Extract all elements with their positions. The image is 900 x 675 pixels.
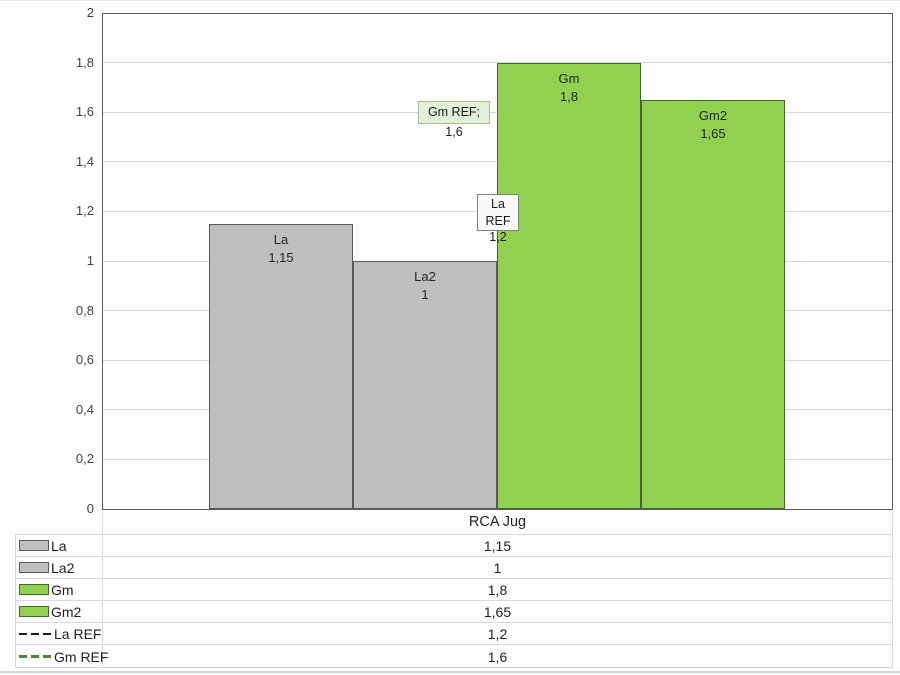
la-ref-name: La REF	[485, 197, 511, 228]
y-axis-tick-label: 0,4	[75, 401, 94, 417]
table-value-la-ref: 1,2	[103, 623, 892, 646]
table-value-la: 1,15	[103, 535, 892, 558]
chart-data-table: La 1,15 La2 1 Gm 1,8 Gm2 1,65 La REF 1,2…	[15, 534, 893, 668]
gridline	[103, 62, 892, 64]
la-ref-value: 1,2	[489, 230, 507, 244]
legend-label: La2	[51, 559, 75, 576]
y-axis-tick-label: 1,4	[75, 153, 94, 169]
x-axis-category-label: RCA Jug	[102, 510, 893, 534]
bar-la2: La2 1	[353, 261, 497, 509]
legend-item-gm-ref: Gm REF	[16, 645, 108, 668]
legend-item-la: La	[16, 535, 103, 558]
bar-gm-label: Gm 1,8	[498, 64, 640, 105]
y-axis: 2 1,8 1,6 1,4 1,2 1 0,8 0,6 0,4 0,2 0	[0, 5, 94, 516]
table-value-la2: 1	[103, 557, 892, 580]
chart-top-border	[0, 0, 900, 1]
plot-area: La 1,15 La2 1 Gm 1,8 Gm2 1,65	[102, 13, 893, 510]
gm-ref-data-label: Gm REF; 1,6	[418, 101, 490, 139]
legend-label: Gm REF	[54, 648, 109, 665]
table-value-gm-ref: 1,6	[487, 648, 508, 665]
legend-item-gm: Gm	[16, 579, 103, 602]
black-dashed-line-legend-key-icon	[19, 632, 52, 636]
legend-label: La	[51, 537, 67, 554]
green-bar-legend-key-icon	[19, 606, 49, 618]
y-axis-tick-label: 1,8	[75, 54, 94, 70]
y-axis-tick-label: 0,8	[75, 302, 94, 318]
y-axis-tick-label: 0	[86, 501, 94, 516]
gray-bar-legend-key-icon	[19, 540, 49, 552]
y-axis-tick-label: 0,6	[75, 352, 94, 368]
legend-label: La REF	[54, 625, 102, 642]
bar-gm-series-name: Gm	[558, 71, 580, 86]
chart-bottom-border	[0, 671, 900, 673]
green-bar-legend-key-icon	[19, 584, 49, 596]
y-axis-tick-label: 0,2	[75, 451, 94, 467]
bar-gm: Gm 1,8	[497, 63, 641, 509]
bar-la2-label: La2 1	[354, 262, 496, 303]
bar-gm2-label: Gm2 1,65	[642, 101, 784, 142]
legend-item-la2: La2	[16, 557, 103, 580]
bar-la-value: 1,15	[268, 249, 294, 265]
bar-la2-value: 1	[421, 286, 429, 302]
y-axis-tick-label: 1,2	[75, 203, 94, 219]
bar-la-label: La 1,15	[210, 225, 352, 266]
bar-gm2: Gm2 1,65	[641, 100, 785, 509]
la-ref-data-label: La REF 1,2	[477, 194, 519, 244]
table-value-gm: 1,8	[103, 579, 892, 602]
bar-la: La 1,15	[209, 224, 353, 509]
bar-gm-value: 1,8	[559, 88, 579, 104]
bar-gm2-value: 1,65	[700, 125, 726, 141]
y-axis-tick-label: 2	[86, 5, 94, 20]
bar-la2-series-name: La2	[414, 269, 436, 284]
legend-label: Gm	[51, 581, 74, 598]
legend-item-gm2: Gm2	[16, 601, 103, 624]
y-axis-tick-label: 1,6	[75, 104, 94, 120]
gray-bar-legend-key-icon	[19, 562, 49, 574]
bar-la-series-name: La	[273, 232, 289, 247]
y-axis-tick-label: 1	[86, 253, 94, 268]
table-value-gm2: 1,65	[103, 601, 892, 624]
legend-label: Gm2	[51, 603, 82, 620]
legend-item-la-ref: La REF	[16, 623, 103, 646]
bar-gm2-series-name: Gm2	[698, 108, 728, 123]
green-dashed-line-legend-key-icon	[19, 655, 52, 658]
